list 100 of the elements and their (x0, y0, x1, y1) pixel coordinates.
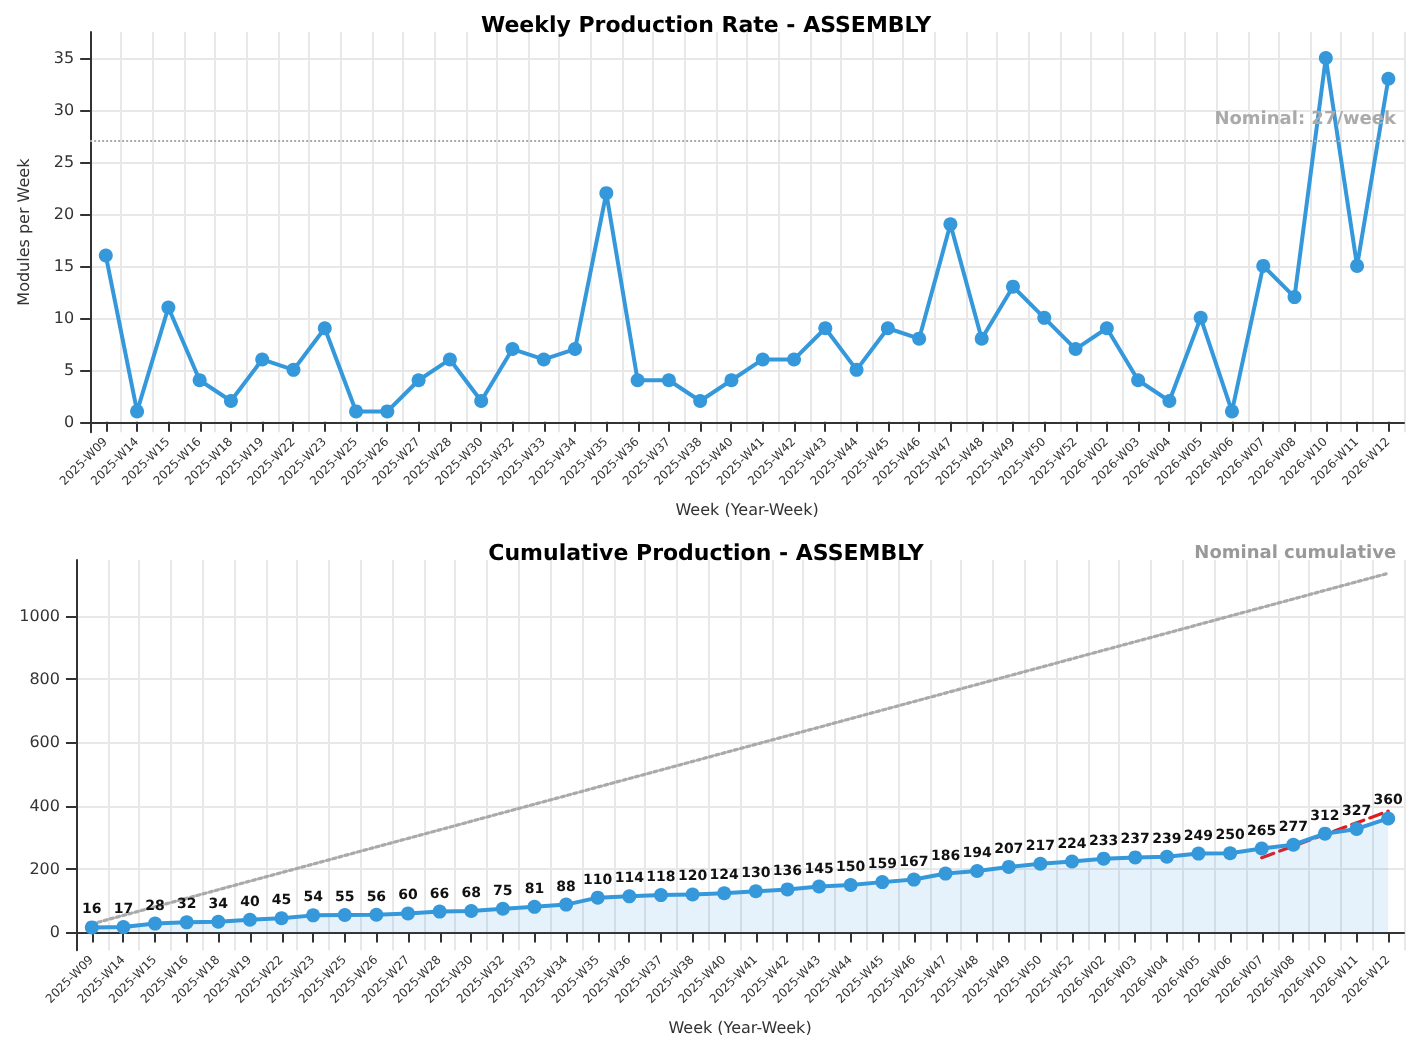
y-tick-label: 35 (53, 48, 75, 67)
point (536, 352, 551, 367)
point (693, 394, 708, 409)
y-tick-label: 30 (53, 100, 75, 119)
point (1065, 854, 1079, 869)
point (812, 879, 827, 894)
point (148, 916, 163, 931)
point (442, 352, 457, 367)
point (411, 373, 426, 388)
point (724, 373, 739, 388)
point (1159, 849, 1174, 864)
point (780, 882, 795, 897)
y-tick-label: 15 (53, 256, 75, 275)
point (179, 915, 194, 930)
point (661, 373, 676, 388)
point (98, 248, 113, 263)
point (1128, 850, 1143, 865)
point (1162, 394, 1177, 409)
point (818, 321, 833, 336)
point (464, 903, 479, 918)
point (1068, 342, 1083, 357)
point (1318, 50, 1333, 65)
point (912, 331, 927, 346)
point (1254, 841, 1269, 856)
point (1317, 826, 1332, 841)
y-tick-label: 800 (29, 670, 60, 689)
y-tick-label: 0 (63, 412, 75, 431)
point (1350, 258, 1365, 273)
point (1131, 373, 1146, 388)
point (717, 886, 732, 901)
point (974, 331, 989, 346)
point (161, 300, 176, 315)
point (1381, 811, 1396, 826)
series-label: Nominal cumulative (1194, 544, 1397, 565)
point (255, 352, 270, 367)
chart-title: Weekly Production Rate - ASSEMBLY (480, 12, 934, 38)
point (223, 394, 238, 409)
point (306, 908, 321, 923)
point (1033, 856, 1048, 871)
point (1096, 851, 1111, 866)
point (653, 888, 668, 903)
point (938, 866, 953, 881)
point (1223, 846, 1238, 861)
point (943, 217, 958, 232)
y-tick-label: 20 (53, 204, 75, 223)
point (1349, 821, 1364, 836)
point (599, 186, 614, 201)
point (432, 904, 447, 919)
point (622, 889, 637, 904)
point (685, 887, 700, 902)
x-axis-title: Week (Year-Week) (668, 1019, 812, 1037)
point (568, 342, 583, 357)
point (369, 907, 384, 922)
y-tick-label: 5 (63, 360, 75, 379)
point (192, 373, 207, 388)
point (286, 362, 301, 377)
point (843, 877, 858, 892)
point (630, 373, 645, 388)
y-tick-label: 600 (29, 733, 60, 752)
point (1256, 258, 1271, 273)
point (787, 352, 801, 367)
point (242, 912, 257, 927)
point (755, 352, 770, 367)
point (474, 394, 489, 409)
point (84, 920, 99, 935)
point (130, 404, 145, 419)
point (906, 872, 921, 887)
point (875, 875, 890, 890)
point (495, 901, 510, 916)
point (380, 404, 395, 419)
point (880, 321, 895, 336)
point (748, 884, 763, 899)
chart-title: Cumulative Production - ASSEMBLY (488, 540, 926, 566)
point (211, 914, 226, 929)
point (349, 404, 364, 419)
y-tick-label: 0 (49, 923, 60, 942)
point (1287, 290, 1302, 305)
point (1286, 837, 1301, 852)
y-tick-label: 400 (29, 796, 60, 815)
y-axis-title: Modules per Week (15, 157, 33, 306)
point (317, 321, 332, 336)
point (1037, 310, 1052, 325)
point (274, 911, 289, 926)
point (401, 906, 415, 921)
point (505, 342, 520, 357)
point (1191, 846, 1206, 861)
point (970, 864, 985, 879)
point (1193, 310, 1208, 325)
point (337, 908, 352, 923)
y-tick-label: 25 (53, 152, 75, 171)
y-tick-label: 10 (53, 308, 75, 327)
point (849, 362, 864, 377)
point (1381, 71, 1396, 86)
x-axis-title: Week (Year-Week) (675, 501, 819, 519)
point (1005, 279, 1020, 294)
y-tick-label: 1000 (19, 606, 60, 625)
point (1224, 404, 1239, 419)
point (1001, 859, 1016, 874)
point (1099, 321, 1114, 336)
point (559, 897, 574, 912)
